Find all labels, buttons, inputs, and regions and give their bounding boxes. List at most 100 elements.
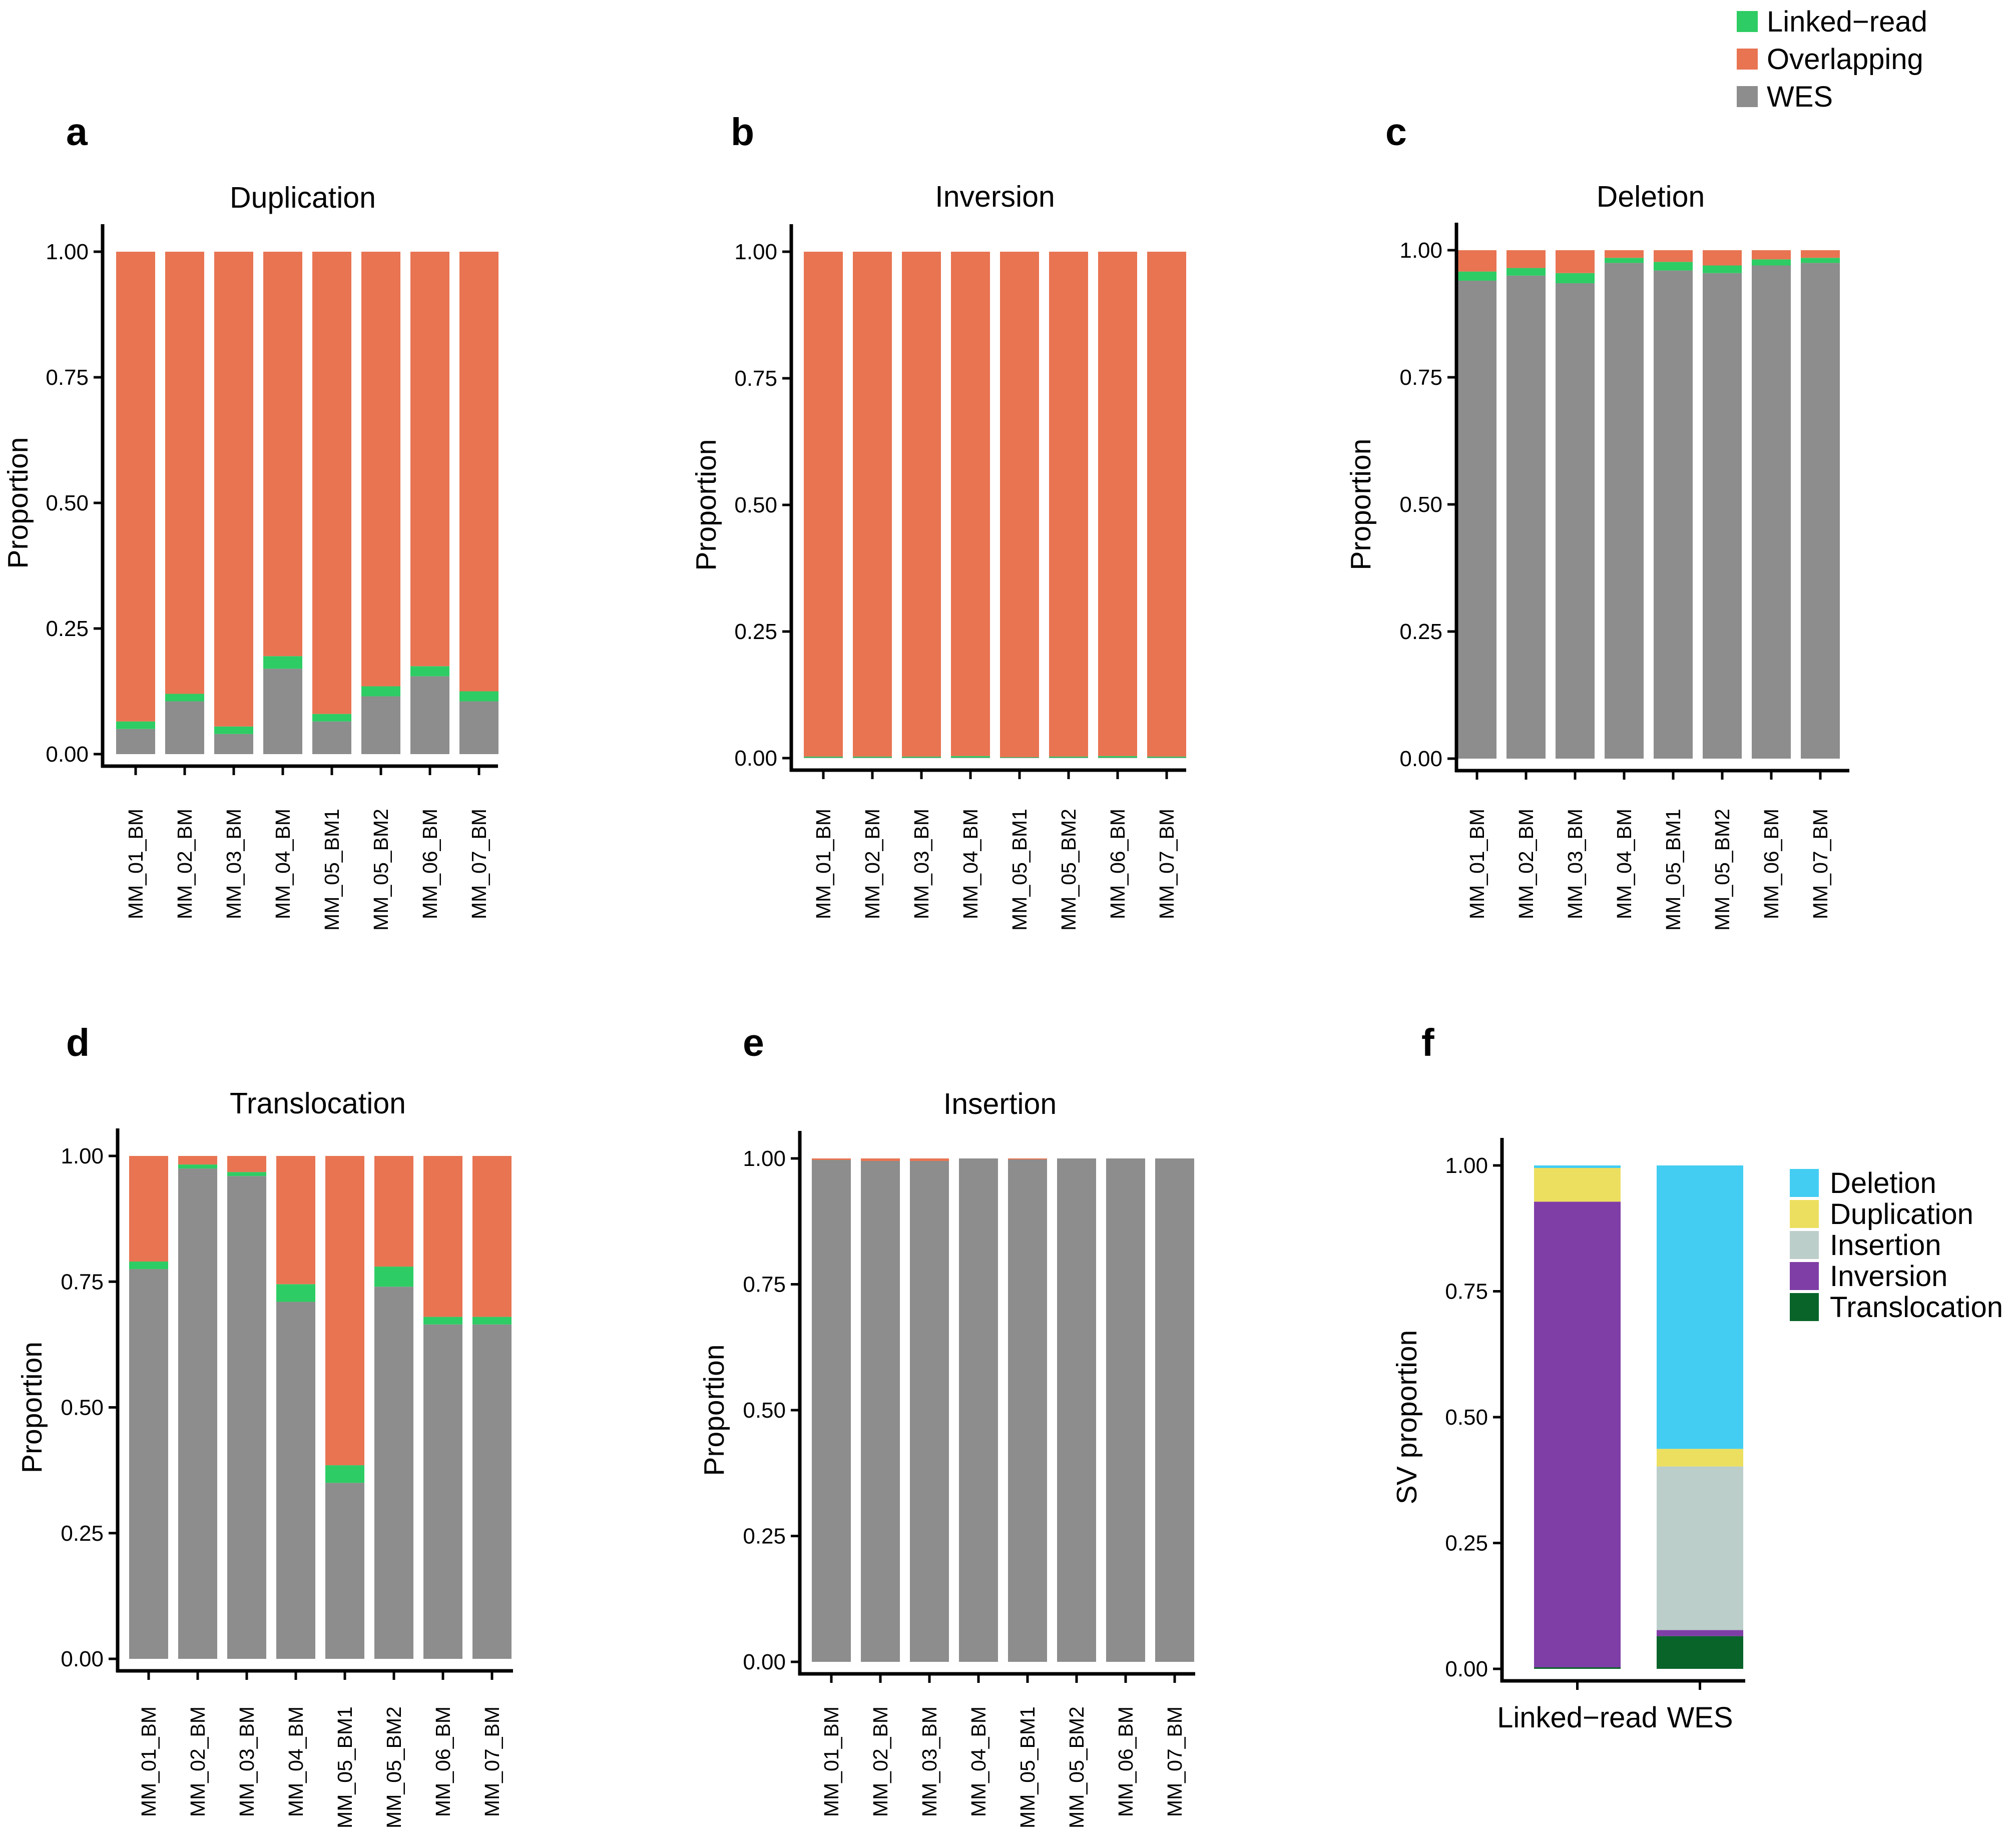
- bar-inversion-wes: [1657, 1630, 1743, 1636]
- y-tick-label: 0.00: [46, 742, 89, 767]
- panel-label-e: e: [743, 1021, 764, 1064]
- legend-swatch-translocation: [1790, 1293, 1819, 1321]
- bar-linked-read-mm-05-bm1: [1654, 262, 1693, 271]
- y-tick-label: 0.50: [1399, 492, 1442, 517]
- bar-linked-read-mm-01-bm: [1457, 271, 1496, 281]
- y-tick-label: 0.25: [46, 617, 89, 641]
- bar-wes-mm-05-bm1: [325, 1483, 364, 1659]
- bar-overlapping-mm-03-bm: [910, 1158, 949, 1161]
- legend-label-overlapping: Overlapping: [1767, 43, 1923, 76]
- y-tick-label: 0.50: [61, 1396, 104, 1420]
- x-tick-label: MM_05_BM1: [320, 809, 343, 931]
- bar-overlapping-mm-05-bm1: [312, 252, 351, 714]
- bar-overlapping-mm-04-bm: [951, 252, 990, 756]
- bar-wes-mm-06-bm: [1106, 1158, 1145, 1662]
- x-tick-label: MM_06_BM: [1106, 809, 1129, 919]
- y-tick-label: 0.50: [1445, 1405, 1488, 1430]
- y-tick-label: 0.00: [1445, 1657, 1488, 1681]
- bar-linked-read-mm-01-bm: [804, 756, 843, 758]
- bar-linked-read-mm-02-bm: [853, 756, 892, 758]
- bar-overlapping-mm-01-bm: [116, 252, 155, 722]
- bar-overlapping-mm-02-bm: [178, 1156, 217, 1165]
- bar-overlapping-mm-02-bm: [853, 252, 892, 757]
- legend-label-deletion: Deletion: [1830, 1167, 1936, 1199]
- bar-linked-read-mm-05-bm2: [1049, 756, 1088, 758]
- bar-wes-mm-01-bm: [116, 729, 155, 754]
- y-tick-label: 0.75: [46, 365, 89, 390]
- bar-wes-mm-01-bm: [812, 1160, 851, 1662]
- x-tick-label: MM_01_BM: [137, 1706, 160, 1817]
- bar-linked-read-mm-01-bm: [129, 1262, 168, 1270]
- bar-wes-mm-07-bm: [1155, 1158, 1194, 1662]
- x-tick-label: MM_03_BM: [222, 809, 245, 919]
- bar-wes-mm-05-bm1: [1008, 1159, 1047, 1662]
- y-tick-label: 0.00: [1399, 747, 1442, 771]
- y-tick-label: 0.00: [743, 1650, 786, 1674]
- x-tick-label: MM_06_BM: [1760, 809, 1783, 919]
- y-tick-label: 1.00: [734, 240, 777, 264]
- bar-linked-read-mm-05-bm2: [1703, 265, 1742, 273]
- chart-title: Insertion: [943, 1087, 1057, 1120]
- bar-wes-mm-06-bm: [410, 676, 449, 754]
- y-tick-label: 0.75: [734, 366, 777, 391]
- bar-linked-read-mm-06-bm: [1752, 259, 1791, 266]
- bar-wes-mm-04-bm: [1605, 263, 1644, 759]
- x-tick-label: MM_04_BM: [967, 1706, 990, 1817]
- bar-wes-mm-02-bm: [1507, 275, 1546, 759]
- bar-overlapping-mm-03-bm: [214, 252, 253, 727]
- bar-overlapping-mm-04-bm: [263, 252, 302, 657]
- x-tick-label: MM_07_BM: [480, 1706, 504, 1817]
- x-tick-label: MM_05_BM2: [382, 1706, 405, 1828]
- bar-overlapping-mm-03-bm: [902, 252, 941, 757]
- bar-overlapping-mm-06-bm: [1098, 252, 1137, 756]
- bar-linked-read-mm-04-bm: [1605, 258, 1644, 263]
- bar-linked-read-mm-05-bm1: [1000, 757, 1039, 758]
- bar-deletion-wes: [1657, 1165, 1743, 1449]
- bar-deletion-linked-read: [1534, 1165, 1621, 1168]
- x-tick-label: MM_05_BM1: [1008, 809, 1031, 931]
- bar-wes-mm-02-bm: [165, 701, 204, 754]
- bar-wes-mm-03-bm: [214, 734, 253, 754]
- x-tick-label: MM_05_BM1: [1662, 809, 1685, 931]
- chart-e: Insertion Proportion MM_01_BM MM_02_BM MM_03…: [698, 1087, 1195, 1828]
- bar-overlapping-mm-05-bm2: [361, 252, 400, 687]
- bar-overlapping-mm-01-bm: [1457, 250, 1496, 272]
- bar-linked-read-mm-03-bm: [902, 756, 941, 758]
- bar-overlapping-mm-05-bm2: [1703, 250, 1742, 266]
- bar-wes-mm-03-bm: [910, 1161, 949, 1662]
- y-axis-label: Proportion: [1345, 439, 1377, 570]
- x-tick-label: Linked−read: [1497, 1701, 1658, 1734]
- y-tick-label: 0.25: [1445, 1531, 1488, 1556]
- panel-label-b: b: [731, 111, 754, 154]
- panel-label-d: d: [66, 1021, 90, 1064]
- x-tick-label: MM_01_BM: [124, 809, 147, 919]
- legend-swatch-inversion: [1790, 1262, 1819, 1290]
- bar-linked-read-mm-03-bm: [1556, 273, 1595, 284]
- bar-overlapping-mm-01-bm: [804, 252, 843, 757]
- bar-wes-mm-05-bm2: [1703, 273, 1742, 759]
- legend-label-inversion: Inversion: [1830, 1260, 1947, 1293]
- bar-overlapping-mm-07-bm: [1147, 252, 1186, 757]
- bar-linked-read-mm-07-bm: [472, 1317, 512, 1325]
- legend-swatch-linked-read: [1737, 11, 1758, 32]
- bar-wes-mm-06-bm: [423, 1324, 462, 1659]
- y-tick-label: 0.50: [743, 1398, 786, 1423]
- chart-d: Translocation Proportion MM_01_BM MM_02_BM M…: [16, 1087, 513, 1828]
- x-tick-label: MM_06_BM: [431, 1706, 454, 1817]
- y-tick-label: 0.25: [734, 620, 777, 644]
- panel-label-f: f: [1421, 1021, 1434, 1064]
- bar-overlapping-mm-03-bm: [1556, 250, 1595, 273]
- y-tick-label: 0.00: [61, 1647, 104, 1671]
- x-tick-label: MM_06_BM: [1114, 1706, 1137, 1817]
- x-tick-label: MM_05_BM2: [1065, 1706, 1088, 1828]
- bar-wes-mm-05-bm1: [312, 721, 351, 754]
- bar-wes-mm-06-bm: [1752, 265, 1791, 759]
- bar-overlapping-mm-05-bm1: [1008, 1158, 1047, 1160]
- x-tick-label: MM_02_BM: [1515, 809, 1538, 919]
- bar-linked-read-mm-06-bm: [1098, 756, 1137, 758]
- bar-wes-mm-04-bm: [276, 1302, 315, 1659]
- bar-wes-mm-03-bm: [227, 1176, 266, 1659]
- bar-wes-mm-02-bm: [861, 1161, 900, 1662]
- bar-wes-mm-02-bm: [178, 1168, 217, 1659]
- bar-translocation-linked-read: [1534, 1667, 1621, 1669]
